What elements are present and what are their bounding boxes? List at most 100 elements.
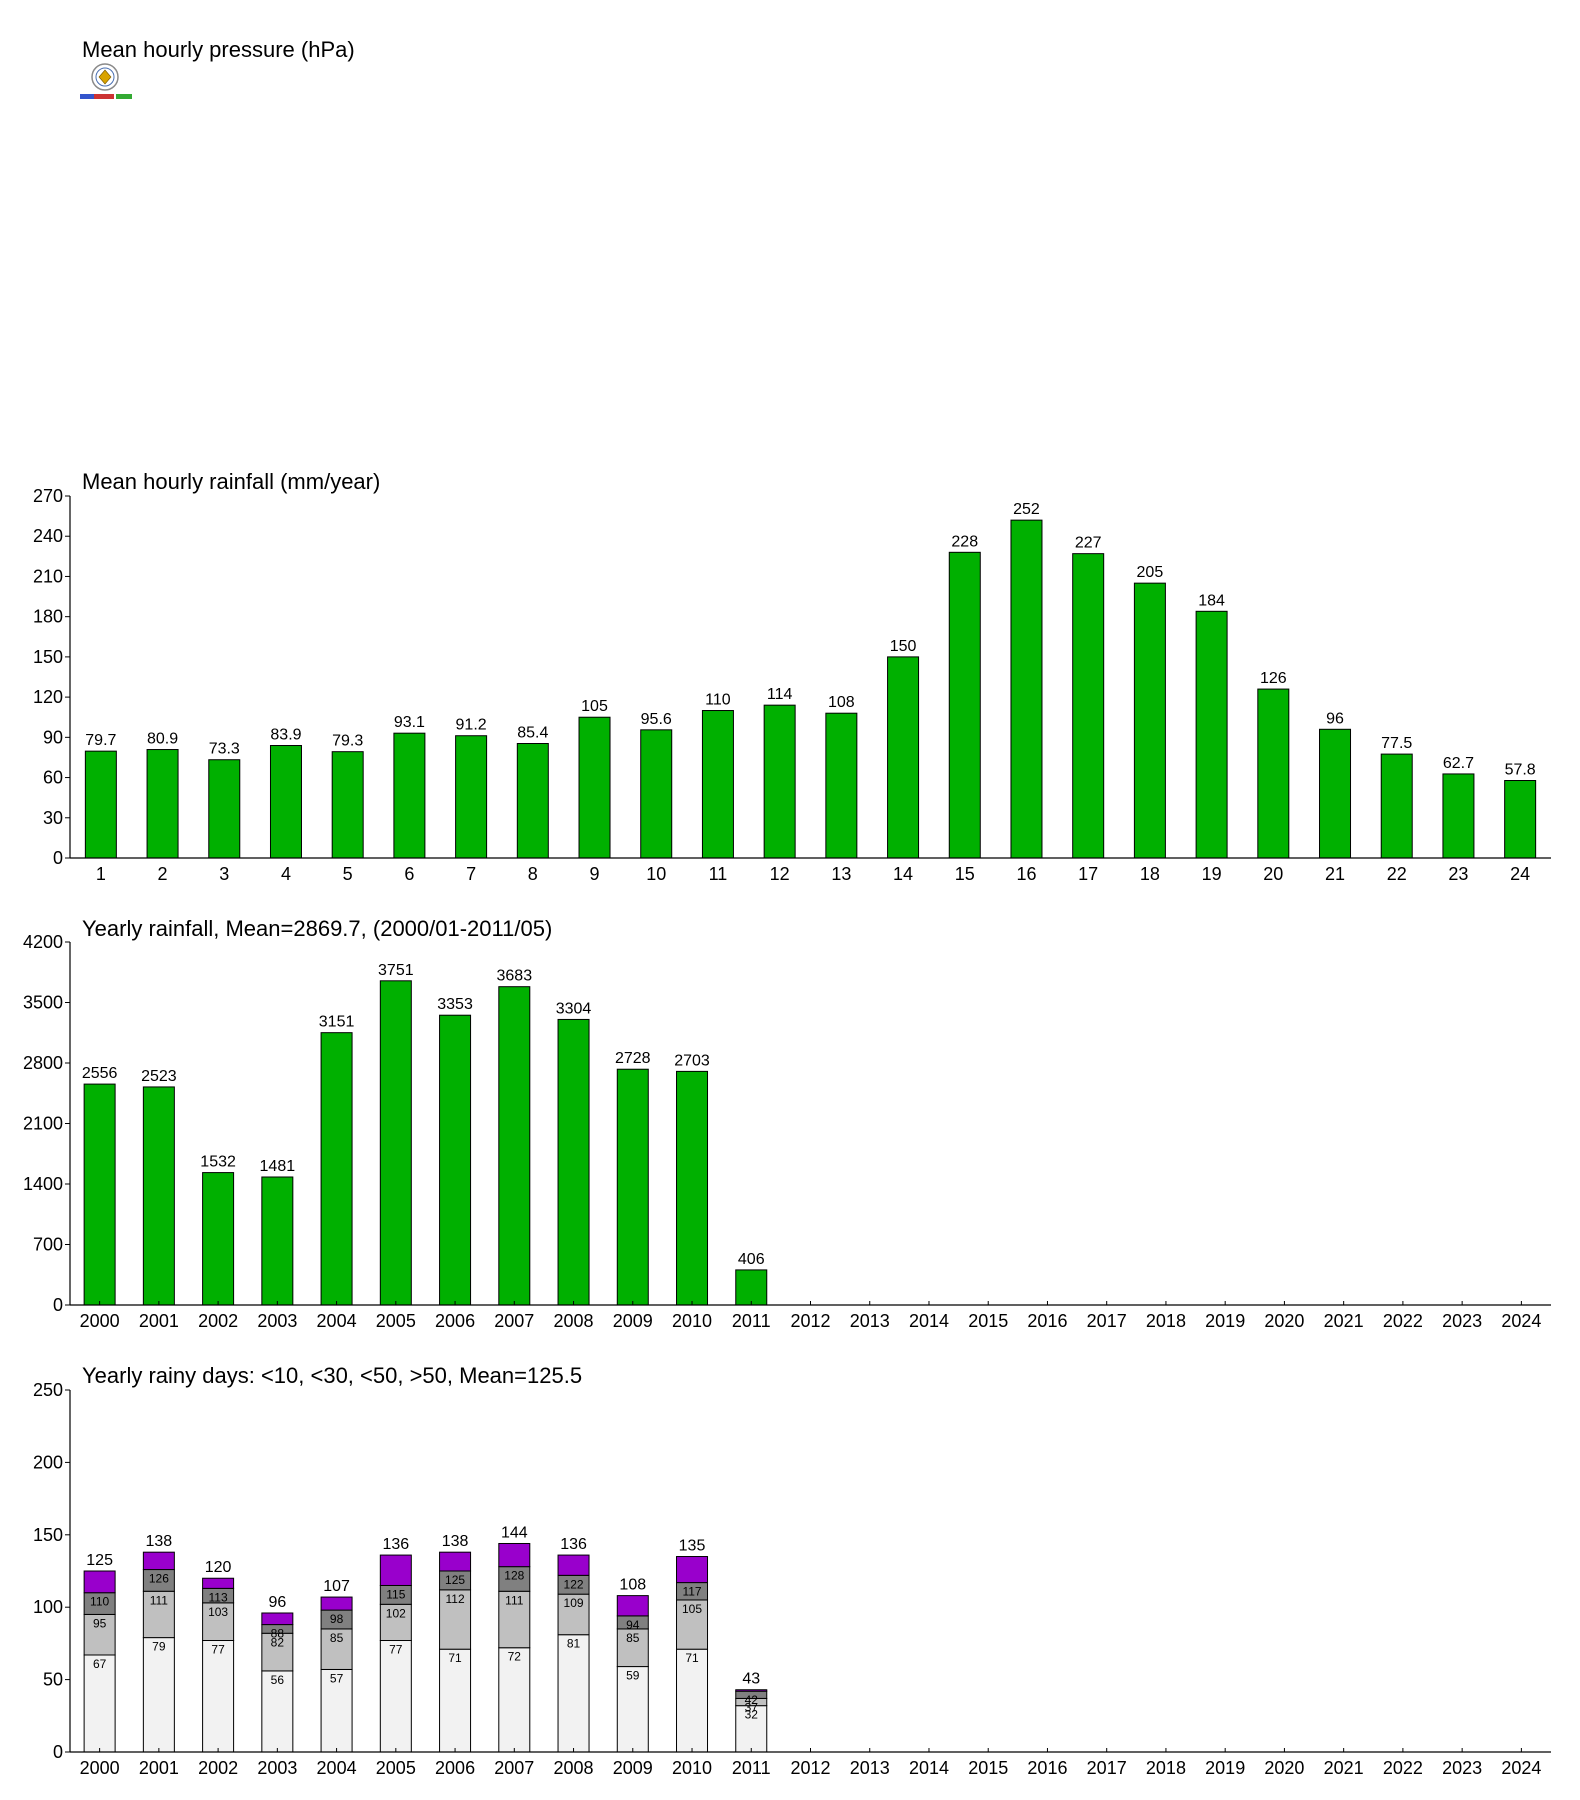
rainy-days-seg-lt30 xyxy=(320,1628,353,1670)
rainy-days-seg-gt50 xyxy=(557,1554,590,1576)
rainy-days-total-label: 144 xyxy=(501,1524,528,1541)
hourly-y-tick-label: 270 xyxy=(33,486,63,506)
yearly-rain-x-tick-label: 2020 xyxy=(1264,1311,1304,1331)
yearly-rain-bar-label: 3304 xyxy=(556,1000,592,1017)
rainy-days-total-label: 107 xyxy=(323,1578,350,1595)
hourly-x-tick-label: 20 xyxy=(1263,864,1283,884)
yearly-rain-x-tick-label: 2008 xyxy=(554,1311,594,1331)
rainy-days-seg-gt50 xyxy=(498,1542,531,1568)
hourly-bar xyxy=(146,749,179,859)
rainy-days-total-label: 136 xyxy=(560,1536,587,1553)
rainy-days-seg-lt30-label: 112 xyxy=(445,1592,464,1606)
rainy-days-seg-lt10-label: 71 xyxy=(685,1651,699,1665)
hourly-x-tick-label: 19 xyxy=(1202,864,1222,884)
rainy-days-seg-lt10 xyxy=(379,1640,412,1753)
rainy-days-seg-lt30 xyxy=(439,1589,472,1650)
rainy-days-x-tick-label: 2013 xyxy=(850,1758,890,1778)
rainy-days-total-label: 120 xyxy=(205,1559,232,1576)
hourly-x-tick-label: 9 xyxy=(590,864,600,884)
rainy-days-x-tick-label: 2018 xyxy=(1146,1758,1186,1778)
hourly-bar-label: 85.4 xyxy=(517,725,548,742)
hourly-x-tick-label: 8 xyxy=(528,864,538,884)
hourly-x-tick-label: 23 xyxy=(1448,864,1468,884)
hourly-x-tick-label: 15 xyxy=(955,864,975,884)
hourly-bar xyxy=(1257,688,1290,859)
hourly-bar-label: 79.7 xyxy=(85,732,116,749)
hourly-bar-label: 62.7 xyxy=(1443,755,1474,772)
hourly-bar xyxy=(269,745,302,859)
hourly-x-tick-label: 12 xyxy=(770,864,790,884)
hourly-bar xyxy=(1504,780,1537,859)
rainy-days-seg-lt30-label: 102 xyxy=(386,1606,406,1620)
hourly-bar-label: 126 xyxy=(1260,670,1287,687)
rainy-days-total-label: 96 xyxy=(268,1594,286,1611)
rainy-days-seg-lt10-label: 57 xyxy=(330,1671,344,1685)
yearly-rain-bar-label: 3751 xyxy=(378,962,414,979)
rainy-days-seg-lt50-label: 115 xyxy=(386,1587,405,1601)
hourly-y-tick-label: 30 xyxy=(43,808,63,828)
yearly-rain-bar xyxy=(676,1070,709,1306)
rainy-days-total-label: 138 xyxy=(146,1533,173,1550)
rainy-days-x-tick-label: 2005 xyxy=(376,1758,416,1778)
hourly-bar-label: 110 xyxy=(705,692,731,709)
rainy-days-seg-gt50 xyxy=(142,1551,175,1571)
rainy-days-y-tick-label: 100 xyxy=(33,1597,63,1617)
hourly-bar xyxy=(208,759,241,859)
yearly-rain-x-tick-label: 2001 xyxy=(139,1311,179,1331)
yearly-rain-bar xyxy=(83,1083,116,1306)
rainy-days-x-tick-label: 2012 xyxy=(790,1758,830,1778)
rainy-days-x-tick-label: 2001 xyxy=(139,1758,179,1778)
rainy-days-seg-gt50 xyxy=(261,1612,294,1626)
yearly-rain-bar xyxy=(379,980,412,1306)
yearly-rain-x-tick-label: 2024 xyxy=(1501,1311,1541,1331)
rainy-days-x-tick-label: 2022 xyxy=(1383,1758,1423,1778)
hourly-bar-label: 105 xyxy=(581,698,608,715)
rainy-days-x-tick-label: 2016 xyxy=(1027,1758,1067,1778)
rainy-days-x-tick-label: 2024 xyxy=(1501,1758,1541,1778)
rainy-days-seg-lt10-label: 72 xyxy=(508,1650,522,1664)
rainy-days-seg-lt50 xyxy=(498,1566,531,1592)
hourly-bar xyxy=(887,656,920,859)
rainy-days-x-tick-label: 2006 xyxy=(435,1758,475,1778)
yearly-rain-bar xyxy=(261,1176,294,1306)
yearly-rain-x-tick-label: 2005 xyxy=(376,1311,416,1331)
rainy-days-seg-lt10-label: 77 xyxy=(211,1643,225,1657)
rainy-days-seg-gt50 xyxy=(616,1595,649,1617)
rainy-days-seg-lt30 xyxy=(202,1602,235,1642)
rainy-days-seg-lt30-label: 37 xyxy=(745,1700,759,1714)
rainy-days-seg-lt30-label: 109 xyxy=(564,1596,584,1610)
yearly-rain-x-tick-label: 2006 xyxy=(435,1311,475,1331)
yearly-rain-x-tick-label: 2022 xyxy=(1383,1311,1423,1331)
rainy-days-seg-lt50-label: 88 xyxy=(271,1627,285,1641)
hourly-bar xyxy=(455,735,488,859)
hourly-bar xyxy=(763,704,796,859)
hourly-bar xyxy=(516,743,549,859)
hourly-x-tick-label: 10 xyxy=(646,864,666,884)
rainy-days-seg-lt10 xyxy=(202,1640,235,1753)
hourly-bar-label: 95.6 xyxy=(641,711,672,728)
rainy-days-seg-lt30 xyxy=(379,1603,412,1642)
hourly-x-tick-label: 21 xyxy=(1325,864,1345,884)
rainy-days-seg-lt50-label: 126 xyxy=(149,1572,169,1586)
rainy-days-y-tick-label: 200 xyxy=(33,1452,63,1472)
hourly-bar xyxy=(948,551,981,859)
rainy-days-x-tick-label: 2003 xyxy=(257,1758,297,1778)
hourly-x-tick-label: 13 xyxy=(831,864,851,884)
yearly-rain-x-tick-label: 2010 xyxy=(672,1311,712,1331)
rainy-days-seg-lt30-label: 85 xyxy=(626,1631,640,1645)
hourly-bar-label: 80.9 xyxy=(147,731,178,748)
rainy-days-y-tick-label: 50 xyxy=(43,1670,63,1690)
rainy-days-seg-lt30 xyxy=(142,1590,175,1639)
rainy-days-seg-lt30-label: 105 xyxy=(682,1602,702,1616)
yearly-rainfall-chart: Yearly rainfall, Mean=2869.7, (2000/01-2… xyxy=(23,916,1551,1331)
rainy-days-seg-gt50 xyxy=(439,1551,472,1572)
rainy-days-seg-lt50-label: 122 xyxy=(564,1577,584,1591)
hourly-x-tick-label: 22 xyxy=(1387,864,1407,884)
rainy-days-x-tick-label: 2014 xyxy=(909,1758,949,1778)
rainy-days-seg-lt50-label: 125 xyxy=(445,1573,465,1587)
yearly-rain-x-tick-label: 2002 xyxy=(198,1311,238,1331)
hourly-x-tick-label: 17 xyxy=(1078,864,1098,884)
hourly-bar xyxy=(1010,519,1043,859)
yearly-rain-bar-label: 1481 xyxy=(260,1158,296,1175)
